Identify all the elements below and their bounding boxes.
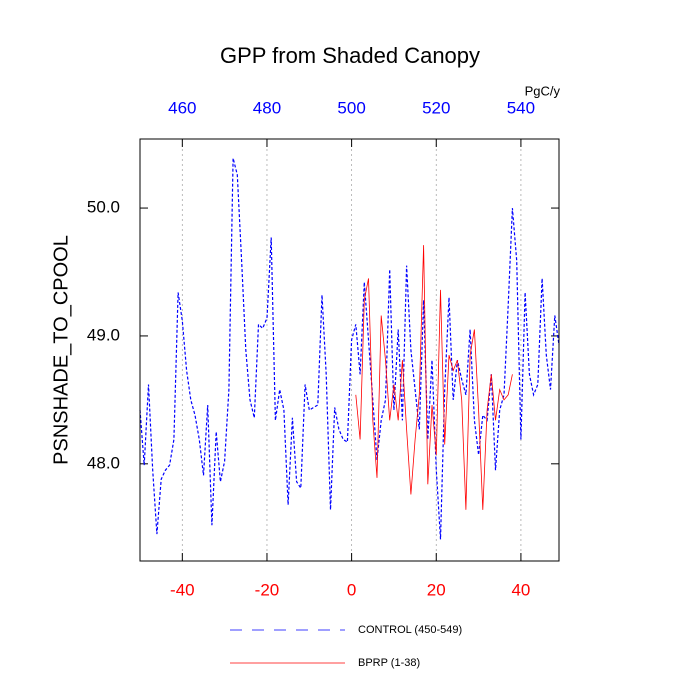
x2-axis-unit: PgC/y bbox=[525, 83, 561, 98]
legend-label: BPRP (1-38) bbox=[358, 657, 420, 669]
x2-tick-label: 520 bbox=[422, 98, 450, 117]
x-tick-label: 40 bbox=[511, 580, 530, 599]
x-tick-label: -40 bbox=[170, 580, 195, 599]
x2-tick-label: 540 bbox=[507, 98, 535, 117]
x-tick-label: -20 bbox=[255, 580, 280, 599]
data-line bbox=[355, 245, 513, 510]
x2-tick-label: 480 bbox=[253, 98, 281, 117]
x2-tick-label: 460 bbox=[168, 98, 196, 117]
x-tick-label: 20 bbox=[427, 580, 446, 599]
data-line bbox=[139, 158, 560, 540]
x-tick-label: 0 bbox=[347, 580, 356, 599]
y-axis-label: PSNSHADE_TO_CPOOL bbox=[50, 235, 72, 465]
chart-title: GPP from Shaded Canopy bbox=[220, 43, 480, 68]
y-tick-label: 49.0 bbox=[87, 325, 120, 344]
legend-label: CONTROL (450-549) bbox=[358, 624, 462, 636]
y-tick-label: 50.0 bbox=[87, 198, 120, 217]
x2-tick-label: 500 bbox=[337, 98, 365, 117]
y-tick-label: 48.0 bbox=[87, 453, 120, 472]
plot-frame bbox=[139, 138, 560, 562]
